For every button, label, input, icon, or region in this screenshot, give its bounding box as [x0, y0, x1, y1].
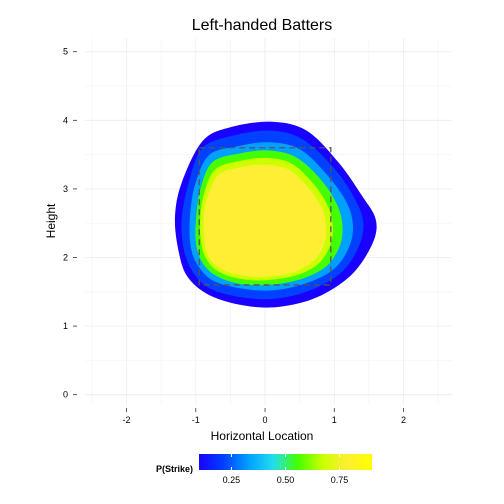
y-tick-label: 1: [63, 321, 68, 331]
x-tick-label: 2: [401, 415, 406, 425]
x-axis: -2 -1 0 1 2: [123, 408, 406, 425]
legend: P(Strike) 0.25 0.50 0.75: [156, 454, 372, 485]
x-tick-label: 1: [332, 415, 337, 425]
legend-tick-label: 0.50: [277, 475, 295, 485]
legend-colorbar: [199, 454, 372, 470]
y-axis-label: Height: [44, 203, 58, 238]
legend-tick-label: 0.75: [331, 475, 349, 485]
y-tick-label: 5: [63, 47, 68, 57]
x-axis-label: Horizontal Location: [211, 429, 314, 443]
y-tick-label: 4: [63, 115, 68, 125]
y-tick-label: 2: [63, 253, 68, 263]
x-tick-label: -2: [123, 415, 131, 425]
legend-title: P(Strike): [156, 464, 193, 474]
legend-tick-label: 0.25: [223, 475, 241, 485]
y-axis: 0 1 2 3 4 5: [63, 47, 77, 400]
strike-zone-box: [198, 147, 332, 286]
y-tick-label: 3: [63, 184, 68, 194]
chart-title: Left-handed Batters: [192, 17, 333, 34]
legend-ticks: 0.25 0.50 0.75: [223, 454, 349, 485]
x-tick-label: -1: [192, 415, 200, 425]
x-tick-label: 0: [263, 415, 268, 425]
y-tick-label: 0: [63, 390, 68, 400]
contour-band: [203, 164, 327, 277]
contour-layer: [174, 121, 377, 308]
